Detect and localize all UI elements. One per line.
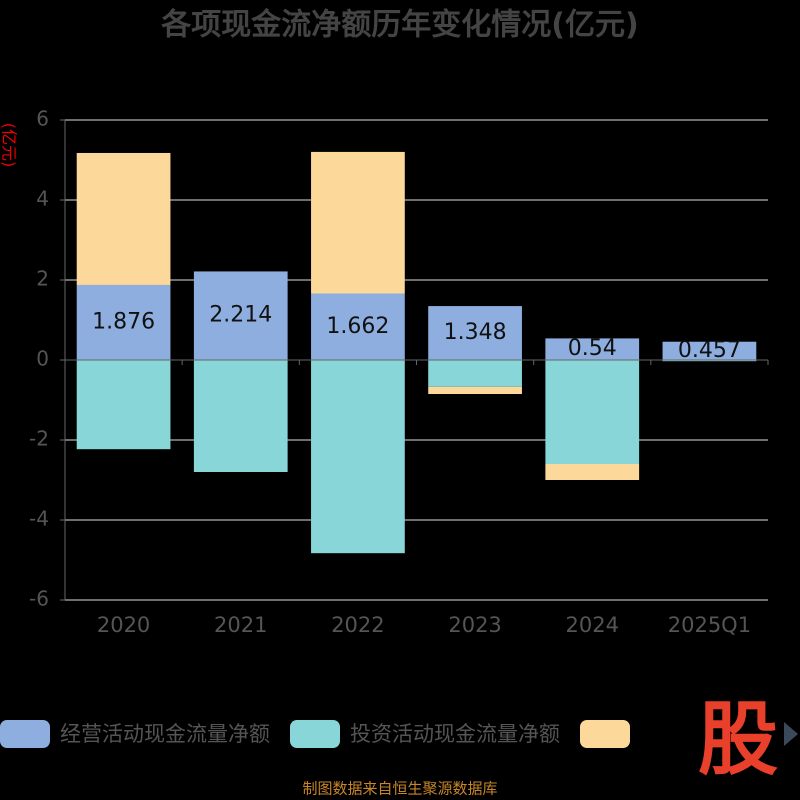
data-label: 1.662: [326, 314, 389, 339]
bar: [311, 293, 405, 360]
bar: [428, 360, 522, 387]
x-tick-label: 2021: [214, 613, 267, 637]
bar: [545, 360, 640, 464]
legend-label[interactable]: 投资活动现金流量净额: [350, 722, 560, 746]
bar: [311, 360, 405, 554]
bar: [428, 386, 522, 394]
x-tick-label: 2020: [97, 613, 150, 637]
legend-swatch: [580, 720, 630, 748]
data-label: 0.54: [568, 336, 617, 361]
logo: 股: [698, 693, 778, 786]
bar: [545, 338, 640, 360]
legend-next-arrow[interactable]: [784, 722, 798, 746]
y-tick-label: 0: [36, 347, 49, 371]
data-label: 0.457: [678, 338, 741, 363]
bar: [428, 306, 522, 360]
legend-label[interactable]: 经营活动现金流量净额: [60, 722, 270, 746]
legend-swatch: [290, 720, 340, 748]
bar: [662, 341, 757, 360]
bar: [193, 360, 288, 472]
bar: [545, 464, 640, 480]
data-label: 1.348: [444, 320, 507, 345]
y-axis-label: (亿元): [0, 123, 19, 168]
data-label: 2.214: [209, 303, 272, 328]
bar: [76, 284, 171, 360]
bar: [311, 151, 405, 294]
legend-swatch: [0, 720, 50, 748]
x-tick-label: 2022: [331, 613, 384, 637]
chart-title: 各项现金流净额历年变化情况(亿元): [160, 8, 638, 43]
source-note: 制图数据来自恒生聚源数据库: [302, 780, 497, 798]
y-tick-label: 4: [36, 187, 49, 211]
y-tick-label: 6: [36, 107, 49, 131]
bar: [193, 271, 288, 360]
x-tick-label: 2024: [566, 613, 619, 637]
data-label: 1.876: [92, 309, 155, 334]
x-tick-label: 2023: [448, 613, 501, 637]
bar: [662, 360, 757, 362]
bar: [76, 360, 171, 450]
bar: [76, 152, 171, 285]
y-tick-label: -4: [29, 507, 49, 531]
x-tick-label: 2025Q1: [668, 613, 751, 637]
y-tick-label: -2: [29, 427, 49, 451]
y-tick-label: -6: [29, 587, 49, 611]
y-tick-label: 2: [36, 267, 49, 291]
